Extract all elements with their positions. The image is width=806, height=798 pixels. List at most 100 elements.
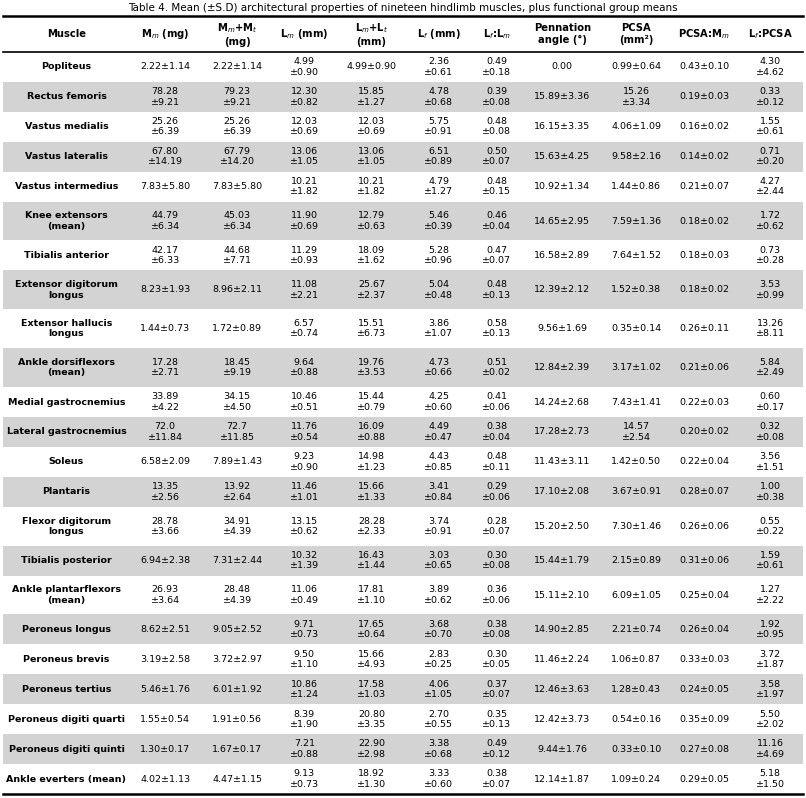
Text: 4.47±1.15: 4.47±1.15 (212, 775, 262, 784)
Text: Popliteus: Popliteus (41, 62, 92, 72)
Text: 8.23±1.93: 8.23±1.93 (140, 286, 190, 294)
Text: Vastus lateralis: Vastus lateralis (25, 152, 108, 161)
Bar (3, 705, 803, 734)
Text: 45.03
±6.34: 45.03 ±6.34 (222, 211, 251, 231)
Text: Pennation
angle (°): Pennation angle (°) (534, 23, 591, 45)
Text: 0.58
±0.13: 0.58 ±0.13 (482, 319, 511, 338)
Text: 6.94±2.38: 6.94±2.38 (140, 556, 190, 565)
Text: 0.31±0.06: 0.31±0.06 (679, 556, 729, 565)
Text: L$_f$ (mm): L$_f$ (mm) (417, 27, 460, 41)
Text: 33.89
±4.22: 33.89 ±4.22 (151, 393, 180, 412)
Text: 0.27±0.08: 0.27±0.08 (679, 745, 729, 753)
Text: 0.55
±0.22: 0.55 ±0.22 (755, 516, 784, 536)
Text: 7.31±2.44: 7.31±2.44 (212, 556, 262, 565)
Text: Table 4. Mean (±S.D) architectural properties of nineteen hindlimb muscles, plus: Table 4. Mean (±S.D) architectural prope… (128, 3, 678, 13)
Bar (3, 477, 803, 507)
Text: 5.75
±0.91: 5.75 ±0.91 (424, 117, 453, 136)
Text: 3.19±2.58: 3.19±2.58 (140, 655, 190, 664)
Bar (3, 271, 803, 310)
Text: 11.76
±0.54: 11.76 ±0.54 (290, 422, 319, 441)
Text: 15.26
±3.34: 15.26 ±3.34 (621, 87, 650, 107)
Text: 18.45
±9.19: 18.45 ±9.19 (222, 358, 251, 377)
Text: 4.06±1.09: 4.06±1.09 (611, 122, 661, 132)
Text: 2.36
±0.61: 2.36 ±0.61 (424, 57, 453, 77)
Text: 0.21±0.06: 0.21±0.06 (679, 363, 729, 372)
Text: 5.04
±0.48: 5.04 ±0.48 (424, 280, 453, 299)
Text: 0.37
±0.07: 0.37 ±0.07 (482, 680, 511, 699)
Text: PCSA
(mm²): PCSA (mm²) (619, 23, 654, 45)
Text: 0.30
±0.05: 0.30 ±0.05 (482, 650, 511, 669)
Text: 1.52±0.38: 1.52±0.38 (611, 286, 661, 294)
Text: 15.66
±4.93: 15.66 ±4.93 (357, 650, 386, 669)
Text: 11.06
±0.49: 11.06 ±0.49 (290, 586, 319, 605)
Text: 44.68
±7.71: 44.68 ±7.71 (222, 246, 251, 265)
Text: 16.58±2.89: 16.58±2.89 (534, 251, 590, 260)
Text: 10.86
±1.24: 10.86 ±1.24 (290, 680, 319, 699)
Text: 5.84
±2.49: 5.84 ±2.49 (755, 358, 784, 377)
Text: 1.28±0.43: 1.28±0.43 (611, 685, 661, 693)
Text: 3.72
±1.87: 3.72 ±1.87 (755, 650, 784, 669)
Text: 11.16
±4.69: 11.16 ±4.69 (755, 740, 784, 759)
Text: 12.79
±0.63: 12.79 ±0.63 (357, 211, 386, 231)
Text: 4.30
±4.62: 4.30 ±4.62 (755, 57, 784, 77)
Text: 16.09
±0.88: 16.09 ±0.88 (357, 422, 386, 441)
Text: 0.71
±0.20: 0.71 ±0.20 (755, 147, 784, 167)
Text: 12.14±1.87: 12.14±1.87 (534, 775, 590, 784)
Text: Peroneus tertius: Peroneus tertius (22, 685, 111, 693)
Text: 3.68
±0.70: 3.68 ±0.70 (424, 620, 453, 639)
Text: 3.89
±0.62: 3.89 ±0.62 (424, 586, 453, 605)
Text: 1.44±0.73: 1.44±0.73 (140, 324, 190, 334)
Text: Ankle everters (mean): Ankle everters (mean) (6, 775, 127, 784)
Text: 0.48
±0.13: 0.48 ±0.13 (482, 280, 511, 299)
Text: 0.00: 0.00 (552, 62, 573, 72)
Text: Muscle: Muscle (47, 29, 86, 39)
Text: Peroneus digiti quinti: Peroneus digiti quinti (9, 745, 124, 753)
Text: 0.33
±0.12: 0.33 ±0.12 (755, 87, 784, 107)
Text: 12.42±3.73: 12.42±3.73 (534, 715, 591, 724)
Text: Vastus medialis: Vastus medialis (24, 122, 108, 132)
Text: 9.50
±1.10: 9.50 ±1.10 (290, 650, 319, 669)
Bar (3, 142, 803, 172)
Text: 4.99
±0.90: 4.99 ±0.90 (290, 57, 319, 77)
Text: 25.67
±2.37: 25.67 ±2.37 (357, 280, 386, 299)
Text: 2.22±1.14: 2.22±1.14 (140, 62, 190, 72)
Text: 0.73
±0.28: 0.73 ±0.28 (755, 246, 784, 265)
Text: 11.29
±0.93: 11.29 ±0.93 (289, 246, 319, 265)
Text: Flexor digitorum
longus: Flexor digitorum longus (22, 516, 111, 536)
Text: 0.35
±0.13: 0.35 ±0.13 (482, 709, 511, 729)
Text: 6.58±2.09: 6.58±2.09 (140, 457, 190, 466)
Bar (3, 310, 803, 348)
Text: 0.35±0.14: 0.35±0.14 (611, 324, 661, 334)
Text: 17.58
±1.03: 17.58 ±1.03 (357, 680, 386, 699)
Text: 1.42±0.50: 1.42±0.50 (611, 457, 661, 466)
Text: 5.46±1.76: 5.46±1.76 (140, 685, 190, 693)
Text: 10.32
±1.39: 10.32 ±1.39 (289, 551, 319, 571)
Text: 3.67±0.91: 3.67±0.91 (611, 488, 661, 496)
Text: 0.29±0.05: 0.29±0.05 (679, 775, 729, 784)
Text: 67.80
±14.19: 67.80 ±14.19 (147, 147, 183, 167)
Text: 28.78
±3.66: 28.78 ±3.66 (151, 516, 180, 536)
Text: 1.06±0.87: 1.06±0.87 (611, 655, 661, 664)
Text: 0.35±0.09: 0.35±0.09 (679, 715, 729, 724)
Text: L$_m$+L$_t$
(mm): L$_m$+L$_t$ (mm) (355, 21, 388, 47)
Text: Ankle plantarflexors
(mean): Ankle plantarflexors (mean) (12, 586, 121, 605)
Text: 7.83±5.80: 7.83±5.80 (212, 182, 262, 192)
Text: 0.48
±0.11: 0.48 ±0.11 (482, 452, 511, 472)
Text: 15.63±4.25: 15.63±4.25 (534, 152, 591, 161)
Text: 78.28
±9.21: 78.28 ±9.21 (151, 87, 180, 107)
Text: 10.21
±1.82: 10.21 ±1.82 (357, 177, 386, 196)
Text: 0.38
±0.08: 0.38 ±0.08 (482, 620, 511, 639)
Text: 0.24±0.05: 0.24±0.05 (679, 685, 729, 693)
Text: 4.43
±0.85: 4.43 ±0.85 (424, 452, 453, 472)
Text: 0.60
±0.17: 0.60 ±0.17 (755, 393, 784, 412)
Text: 1.55
±0.61: 1.55 ±0.61 (755, 117, 784, 136)
Text: 0.18±0.02: 0.18±0.02 (679, 286, 729, 294)
Text: 0.28±0.07: 0.28±0.07 (679, 488, 729, 496)
Text: 18.09
±1.62: 18.09 ±1.62 (357, 246, 386, 265)
Text: 0.41
±0.06: 0.41 ±0.06 (482, 393, 511, 412)
Text: PCSA:M$_m$: PCSA:M$_m$ (679, 27, 730, 41)
Text: 13.92
±2.64: 13.92 ±2.64 (222, 482, 251, 501)
Text: 11.90
±0.69: 11.90 ±0.69 (290, 211, 319, 231)
Text: 17.81
±1.10: 17.81 ±1.10 (357, 586, 386, 605)
Text: 0.43±0.10: 0.43±0.10 (679, 62, 729, 72)
